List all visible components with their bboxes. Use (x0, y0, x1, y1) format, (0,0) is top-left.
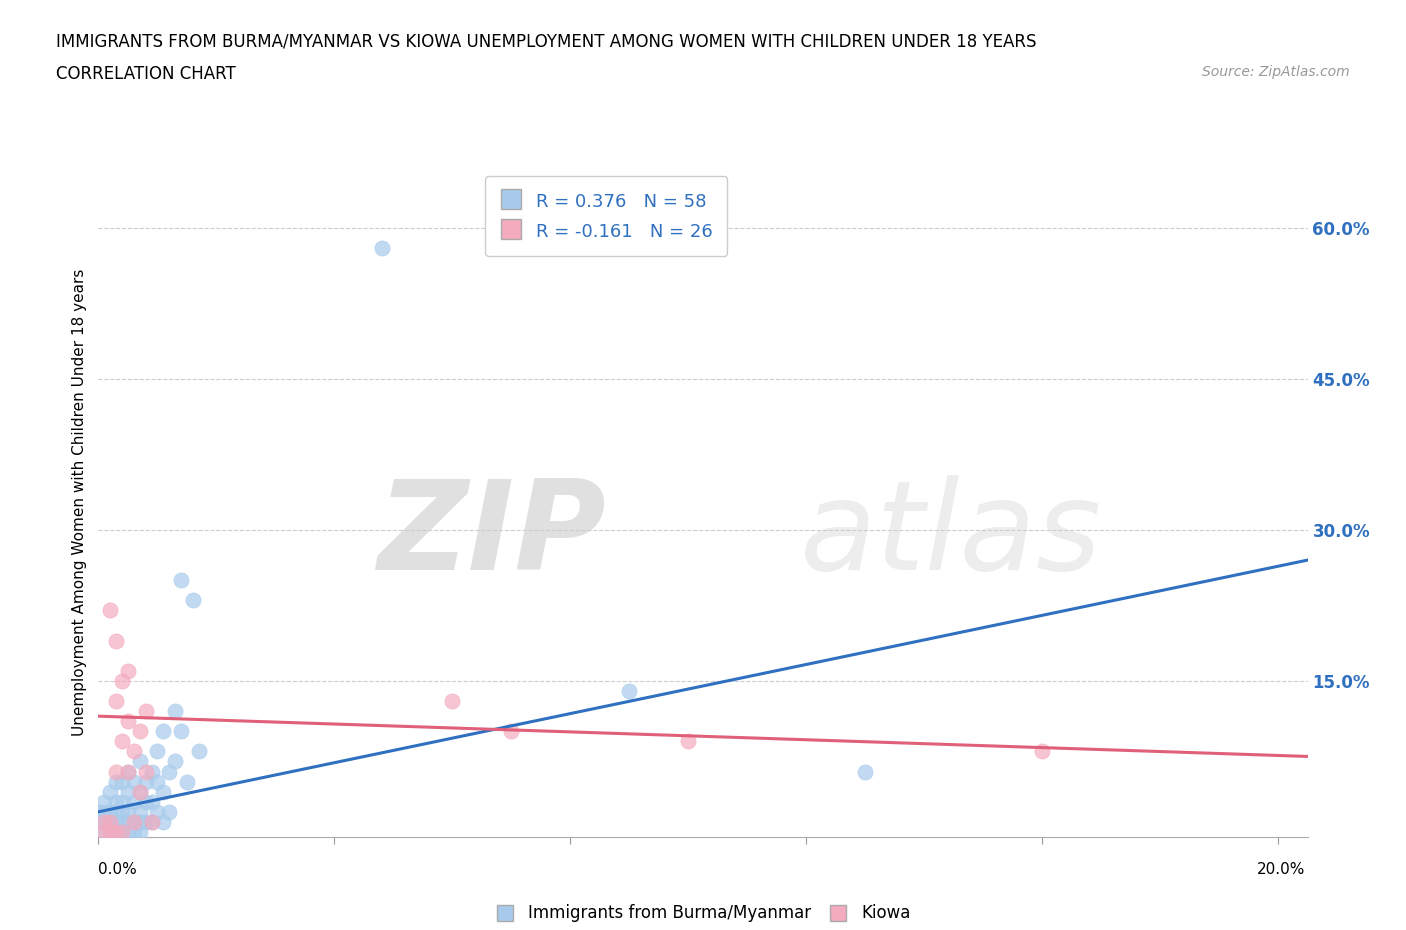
Text: IMMIGRANTS FROM BURMA/MYANMAR VS KIOWA UNEMPLOYMENT AMONG WOMEN WITH CHILDREN UN: IMMIGRANTS FROM BURMA/MYANMAR VS KIOWA U… (56, 33, 1036, 50)
Point (128, 825, 150, 840)
Point (122, 744, 145, 759)
Point (135, 794, 157, 809)
Point (105, 825, 128, 840)
Point (111, 774, 134, 789)
Point (135, 704, 157, 719)
Point (98, 815, 121, 830)
Point (441, 694, 464, 709)
Text: ZIP: ZIP (378, 475, 606, 596)
Point (141, 815, 163, 830)
Point (170, 724, 193, 738)
Point (117, 825, 139, 840)
Text: CORRELATION CHART: CORRELATION CHART (56, 65, 236, 83)
Point (117, 764, 139, 779)
Point (146, 804, 169, 819)
Point (93, 794, 115, 809)
Point (111, 673, 134, 688)
Point (128, 784, 150, 799)
Point (619, 684, 641, 698)
Point (165, 754, 187, 769)
Point (93, 804, 115, 819)
Point (141, 794, 163, 809)
Point (1031, 744, 1053, 759)
Point (135, 774, 157, 789)
Point (141, 815, 163, 830)
Text: 20.0%: 20.0% (1257, 862, 1305, 877)
Point (111, 815, 134, 830)
Point (98, 804, 121, 819)
Point (98, 784, 121, 799)
Point (98, 815, 121, 830)
Text: atlas: atlas (800, 475, 1102, 596)
Point (501, 724, 523, 738)
Point (128, 815, 150, 830)
Point (93, 825, 115, 840)
Point (98, 603, 121, 618)
Point (105, 633, 128, 648)
Point (117, 663, 139, 678)
Point (111, 825, 134, 840)
Point (128, 724, 150, 738)
Point (111, 804, 134, 819)
Point (117, 713, 139, 728)
Point (105, 764, 128, 779)
Point (117, 784, 139, 799)
Legend: Immigrants from Burma/Myanmar, Kiowa: Immigrants from Burma/Myanmar, Kiowa (488, 897, 918, 929)
Point (146, 774, 169, 789)
Point (98, 825, 121, 840)
Point (678, 734, 700, 749)
Point (135, 764, 157, 779)
Point (152, 724, 174, 738)
Point (105, 774, 128, 789)
Point (128, 784, 150, 799)
Point (98, 825, 121, 840)
Point (122, 825, 145, 840)
Point (105, 794, 128, 809)
Y-axis label: Unemployment Among Women with Children Under 18 years: Unemployment Among Women with Children U… (72, 269, 87, 736)
Point (187, 744, 209, 759)
Point (105, 815, 128, 830)
Point (141, 764, 163, 779)
Point (176, 774, 198, 789)
Point (105, 804, 128, 819)
Point (157, 764, 180, 779)
Point (87, 815, 110, 830)
Point (157, 804, 180, 819)
Point (117, 815, 139, 830)
Point (117, 764, 139, 779)
Text: Source: ZipAtlas.com: Source: ZipAtlas.com (1202, 65, 1350, 79)
Point (165, 704, 187, 719)
Point (152, 815, 174, 830)
Point (152, 784, 174, 799)
Point (122, 774, 145, 789)
Point (117, 804, 139, 819)
Point (111, 825, 134, 840)
Point (181, 593, 204, 608)
Point (105, 694, 128, 709)
Point (87, 804, 110, 819)
Point (135, 815, 157, 830)
Point (93, 815, 115, 830)
Point (93, 815, 115, 830)
Point (128, 754, 150, 769)
Text: 0.0%: 0.0% (98, 862, 138, 877)
Point (93, 825, 115, 840)
Point (111, 734, 134, 749)
Point (111, 794, 134, 809)
Point (170, 573, 193, 588)
Point (128, 804, 150, 819)
Point (370, 241, 392, 256)
Point (105, 825, 128, 840)
Point (122, 794, 145, 809)
Point (853, 764, 876, 779)
Point (122, 815, 145, 830)
Point (122, 815, 145, 830)
Point (146, 744, 169, 759)
